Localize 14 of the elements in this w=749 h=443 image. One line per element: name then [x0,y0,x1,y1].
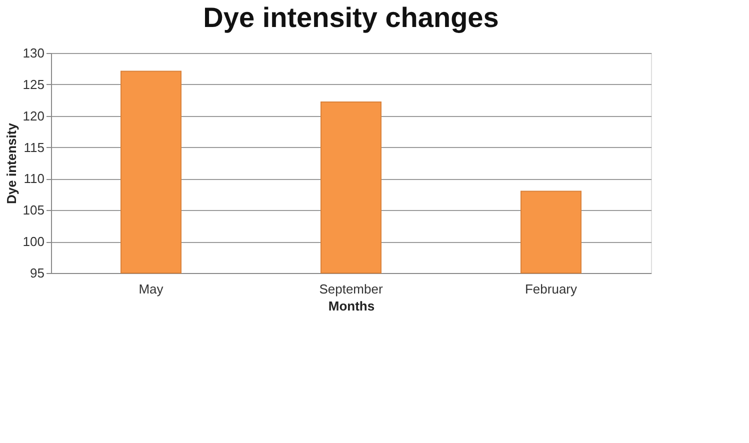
y-tick-label: 130 [22,46,44,60]
y-tick-label: 115 [24,140,44,155]
x-tick-label: May [138,282,164,296]
y-tick-label: 100 [22,234,44,250]
y-tick-label: 105 [22,202,44,218]
x-tick-label: September [319,282,384,296]
x-tick-label: February [524,282,578,296]
y-tick-label: 95 [30,266,44,280]
y-axis-title: Dye intensity [4,122,19,204]
y-tick-label: 125 [22,76,44,92]
y-tick-label: 120 [22,108,44,124]
x-axis-title: Months [328,298,375,314]
chart-title: Dye intensity changes [203,2,499,33]
y-tick-label: 110 [24,171,44,186]
